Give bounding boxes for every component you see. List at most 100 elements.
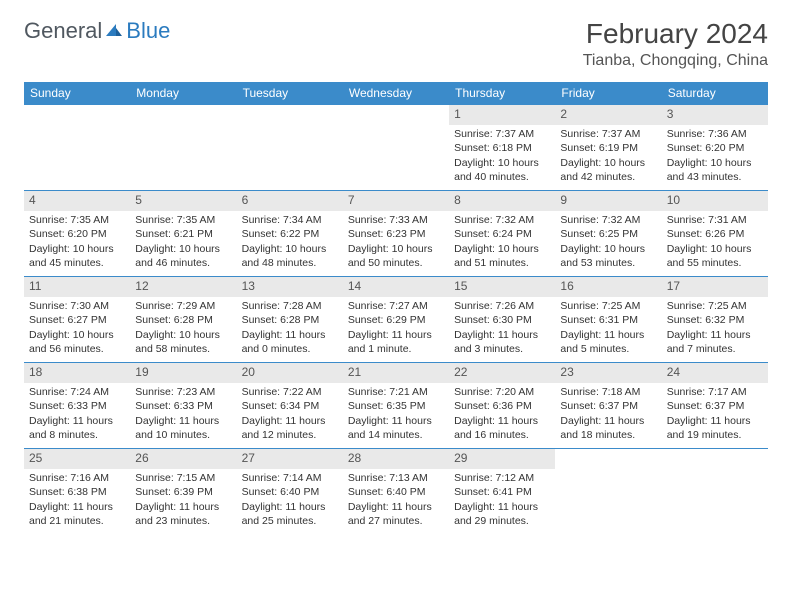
sunset-text: Sunset: 6:33 PM — [135, 400, 231, 414]
day-number: 18 — [24, 363, 130, 383]
day-number: 1 — [449, 105, 555, 125]
location-subtitle: Tianba, Chongqing, China — [583, 52, 768, 70]
daylight-text: Daylight: 11 hours and 0 minutes. — [242, 329, 338, 356]
sunset-text: Sunset: 6:28 PM — [242, 314, 338, 328]
sunrise-text: Sunrise: 7:35 AM — [135, 214, 231, 228]
day-body: Sunrise: 7:32 AMSunset: 6:25 PMDaylight:… — [555, 211, 661, 276]
sunset-text: Sunset: 6:36 PM — [454, 400, 550, 414]
sunrise-text: Sunrise: 7:22 AM — [242, 386, 338, 400]
daylight-text: Daylight: 10 hours and 43 minutes. — [667, 157, 763, 184]
calendar-cell — [555, 449, 661, 535]
calendar-cell: 4Sunrise: 7:35 AMSunset: 6:20 PMDaylight… — [24, 191, 130, 277]
sunrise-text: Sunrise: 7:14 AM — [242, 472, 338, 486]
daylight-text: Daylight: 11 hours and 16 minutes. — [454, 415, 550, 442]
sunrise-text: Sunrise: 7:28 AM — [242, 300, 338, 314]
day-body: Sunrise: 7:21 AMSunset: 6:35 PMDaylight:… — [343, 383, 449, 448]
calendar-cell: 25Sunrise: 7:16 AMSunset: 6:38 PMDayligh… — [24, 449, 130, 535]
calendar-week-row: 18 Sunrise: 7:24 AM Sunset: 6:33 PM Dayligh… — [24, 363, 768, 449]
calendar-cell — [130, 105, 236, 191]
daylight-text: Daylight: 11 hours and 5 minutes. — [560, 329, 656, 356]
sunset-text: Sunset: 6:40 PM — [242, 486, 338, 500]
calendar-cell: 22 Sunrise: 7:20 AMSunset: 6:36 PMDayligh… — [449, 363, 555, 449]
day-body: Sunrise: 7:14 AMSunset: 6:40 PMDaylight:… — [237, 469, 343, 534]
sunrise-text: Sunrise: 7:29 AM — [135, 300, 231, 314]
day-number: 15 — [449, 277, 555, 297]
daylight-text: Daylight: 11 hours and 19 minutes. — [667, 415, 763, 442]
day-body: Sunrise: 7:37 AMSunset: 6:18 PMDaylight:… — [449, 125, 555, 190]
day-number: 12 — [130, 277, 236, 297]
sunset-text: Sunset: 6:18 PM — [454, 142, 550, 156]
weekday-header: Tuesday — [237, 82, 343, 105]
page-header: General Blue February 2024 Tianba, Chong… — [24, 18, 768, 70]
sunrise-text: Sunrise: 7:24 AM — [29, 386, 125, 400]
sunset-text: Sunset: 6:20 PM — [29, 228, 125, 242]
sunset-text: Sunset: 6:29 PM — [348, 314, 444, 328]
sunrise-text: Sunrise: 7:21 AM — [348, 386, 444, 400]
daylight-text: Daylight: 11 hours and 18 minutes. — [560, 415, 656, 442]
calendar-cell: 10 Sunrise: 7:31 AMSunset: 6:26 PMDayligh… — [662, 191, 768, 277]
weekday-header-row: Sunday Monday Tuesday Wednesday Thursday… — [24, 82, 768, 105]
sunrise-text: Sunrise: 7:18 AM — [560, 386, 656, 400]
sunrise-text: Sunrise: 7:37 AM — [454, 128, 550, 142]
sunrise-text: Sunrise: 7:15 AM — [135, 472, 231, 486]
day-number: 22 — [449, 363, 555, 383]
day-body: Sunrise: 7:15 AMSunset: 6:39 PMDaylight:… — [130, 469, 236, 534]
calendar-cell: 9Sunrise: 7:32 AMSunset: 6:25 PMDaylight… — [555, 191, 661, 277]
day-number: 11 — [24, 277, 130, 297]
day-number: 29 — [449, 449, 555, 469]
day-body: Sunrise: 7:27 AMSunset: 6:29 PMDaylight:… — [343, 297, 449, 362]
day-number: 2 — [555, 105, 661, 125]
day-body: Sunrise: 7:30 AMSunset: 6:27 PMDaylight:… — [24, 297, 130, 362]
calendar-cell: 14Sunrise: 7:27 AMSunset: 6:29 PMDayligh… — [343, 277, 449, 363]
sunrise-text: Sunrise: 7:30 AM — [29, 300, 125, 314]
calendar-cell — [237, 105, 343, 191]
calendar-cell: 7Sunrise: 7:33 AMSunset: 6:23 PMDaylight… — [343, 191, 449, 277]
title-block: February 2024 Tianba, Chongqing, China — [583, 18, 768, 70]
daylight-text: Daylight: 10 hours and 55 minutes. — [667, 243, 763, 270]
sunrise-text: Sunrise: 7:36 AM — [667, 128, 763, 142]
sunrise-text: Sunrise: 7:12 AM — [454, 472, 550, 486]
calendar-cell: 28Sunrise: 7:13 AMSunset: 6:40 PMDayligh… — [343, 449, 449, 535]
weekday-header: Friday — [555, 82, 661, 105]
day-body: Sunrise: 7:13 AMSunset: 6:40 PMDaylight:… — [343, 469, 449, 534]
day-body: Sunrise: 7:25 AMSunset: 6:32 PMDaylight:… — [662, 297, 768, 362]
daylight-text: Daylight: 11 hours and 1 minute. — [348, 329, 444, 356]
day-body: Sunrise: 7:36 AMSunset: 6:20 PMDaylight:… — [662, 125, 768, 190]
daylight-text: Daylight: 10 hours and 53 minutes. — [560, 243, 656, 270]
sunrise-text: Sunrise: 7:25 AM — [667, 300, 763, 314]
calendar-body: 1Sunrise: 7:37 AMSunset: 6:18 PMDaylight… — [24, 105, 768, 535]
logo-text-general: General — [24, 18, 102, 44]
weekday-header: Thursday — [449, 82, 555, 105]
day-body: Sunrise: 7:29 AMSunset: 6:28 PMDaylight:… — [130, 297, 236, 362]
day-number: 7 — [343, 191, 449, 211]
day-number: 6 — [237, 191, 343, 211]
calendar-cell: 3Sunrise: 7:36 AMSunset: 6:20 PMDaylight… — [662, 105, 768, 191]
daylight-text: Daylight: 11 hours and 29 minutes. — [454, 501, 550, 528]
daylight-text: Daylight: 11 hours and 23 minutes. — [135, 501, 231, 528]
calendar-cell: 13Sunrise: 7:28 AMSunset: 6:28 PMDayligh… — [237, 277, 343, 363]
day-number: 21 — [343, 363, 449, 383]
calendar-cell — [662, 449, 768, 535]
sunset-text: Sunset: 6:20 PM — [667, 142, 763, 156]
day-number: 20 — [237, 363, 343, 383]
sunrise-text: Sunrise: 7:31 AM — [667, 214, 763, 228]
sunset-text: Sunset: 6:39 PM — [135, 486, 231, 500]
sunset-text: Sunset: 6:35 PM — [348, 400, 444, 414]
day-number: 9 — [555, 191, 661, 211]
sunrise-text: Sunrise: 7:34 AM — [242, 214, 338, 228]
sunrise-text: Sunrise: 7:20 AM — [454, 386, 550, 400]
calendar-cell: 19Sunrise: 7:23 AMSunset: 6:33 PMDayligh… — [130, 363, 236, 449]
sunset-text: Sunset: 6:26 PM — [667, 228, 763, 242]
calendar-week-row: 4Sunrise: 7:35 AMSunset: 6:20 PMDaylight… — [24, 191, 768, 277]
weekday-header: Sunday — [24, 82, 130, 105]
day-number: 10 — [662, 191, 768, 211]
sunset-text: Sunset: 6:30 PM — [454, 314, 550, 328]
calendar-week-row: 1Sunrise: 7:37 AMSunset: 6:18 PMDaylight… — [24, 105, 768, 191]
day-number: 27 — [237, 449, 343, 469]
sunrise-text: Sunrise: 7:27 AM — [348, 300, 444, 314]
sunset-text: Sunset: 6:27 PM — [29, 314, 125, 328]
day-number: 25 — [24, 449, 130, 469]
daylight-text: Daylight: 10 hours and 51 minutes. — [454, 243, 550, 270]
sunrise-text: Sunrise: 7:32 AM — [560, 214, 656, 228]
daylight-text: Daylight: 11 hours and 25 minutes. — [242, 501, 338, 528]
